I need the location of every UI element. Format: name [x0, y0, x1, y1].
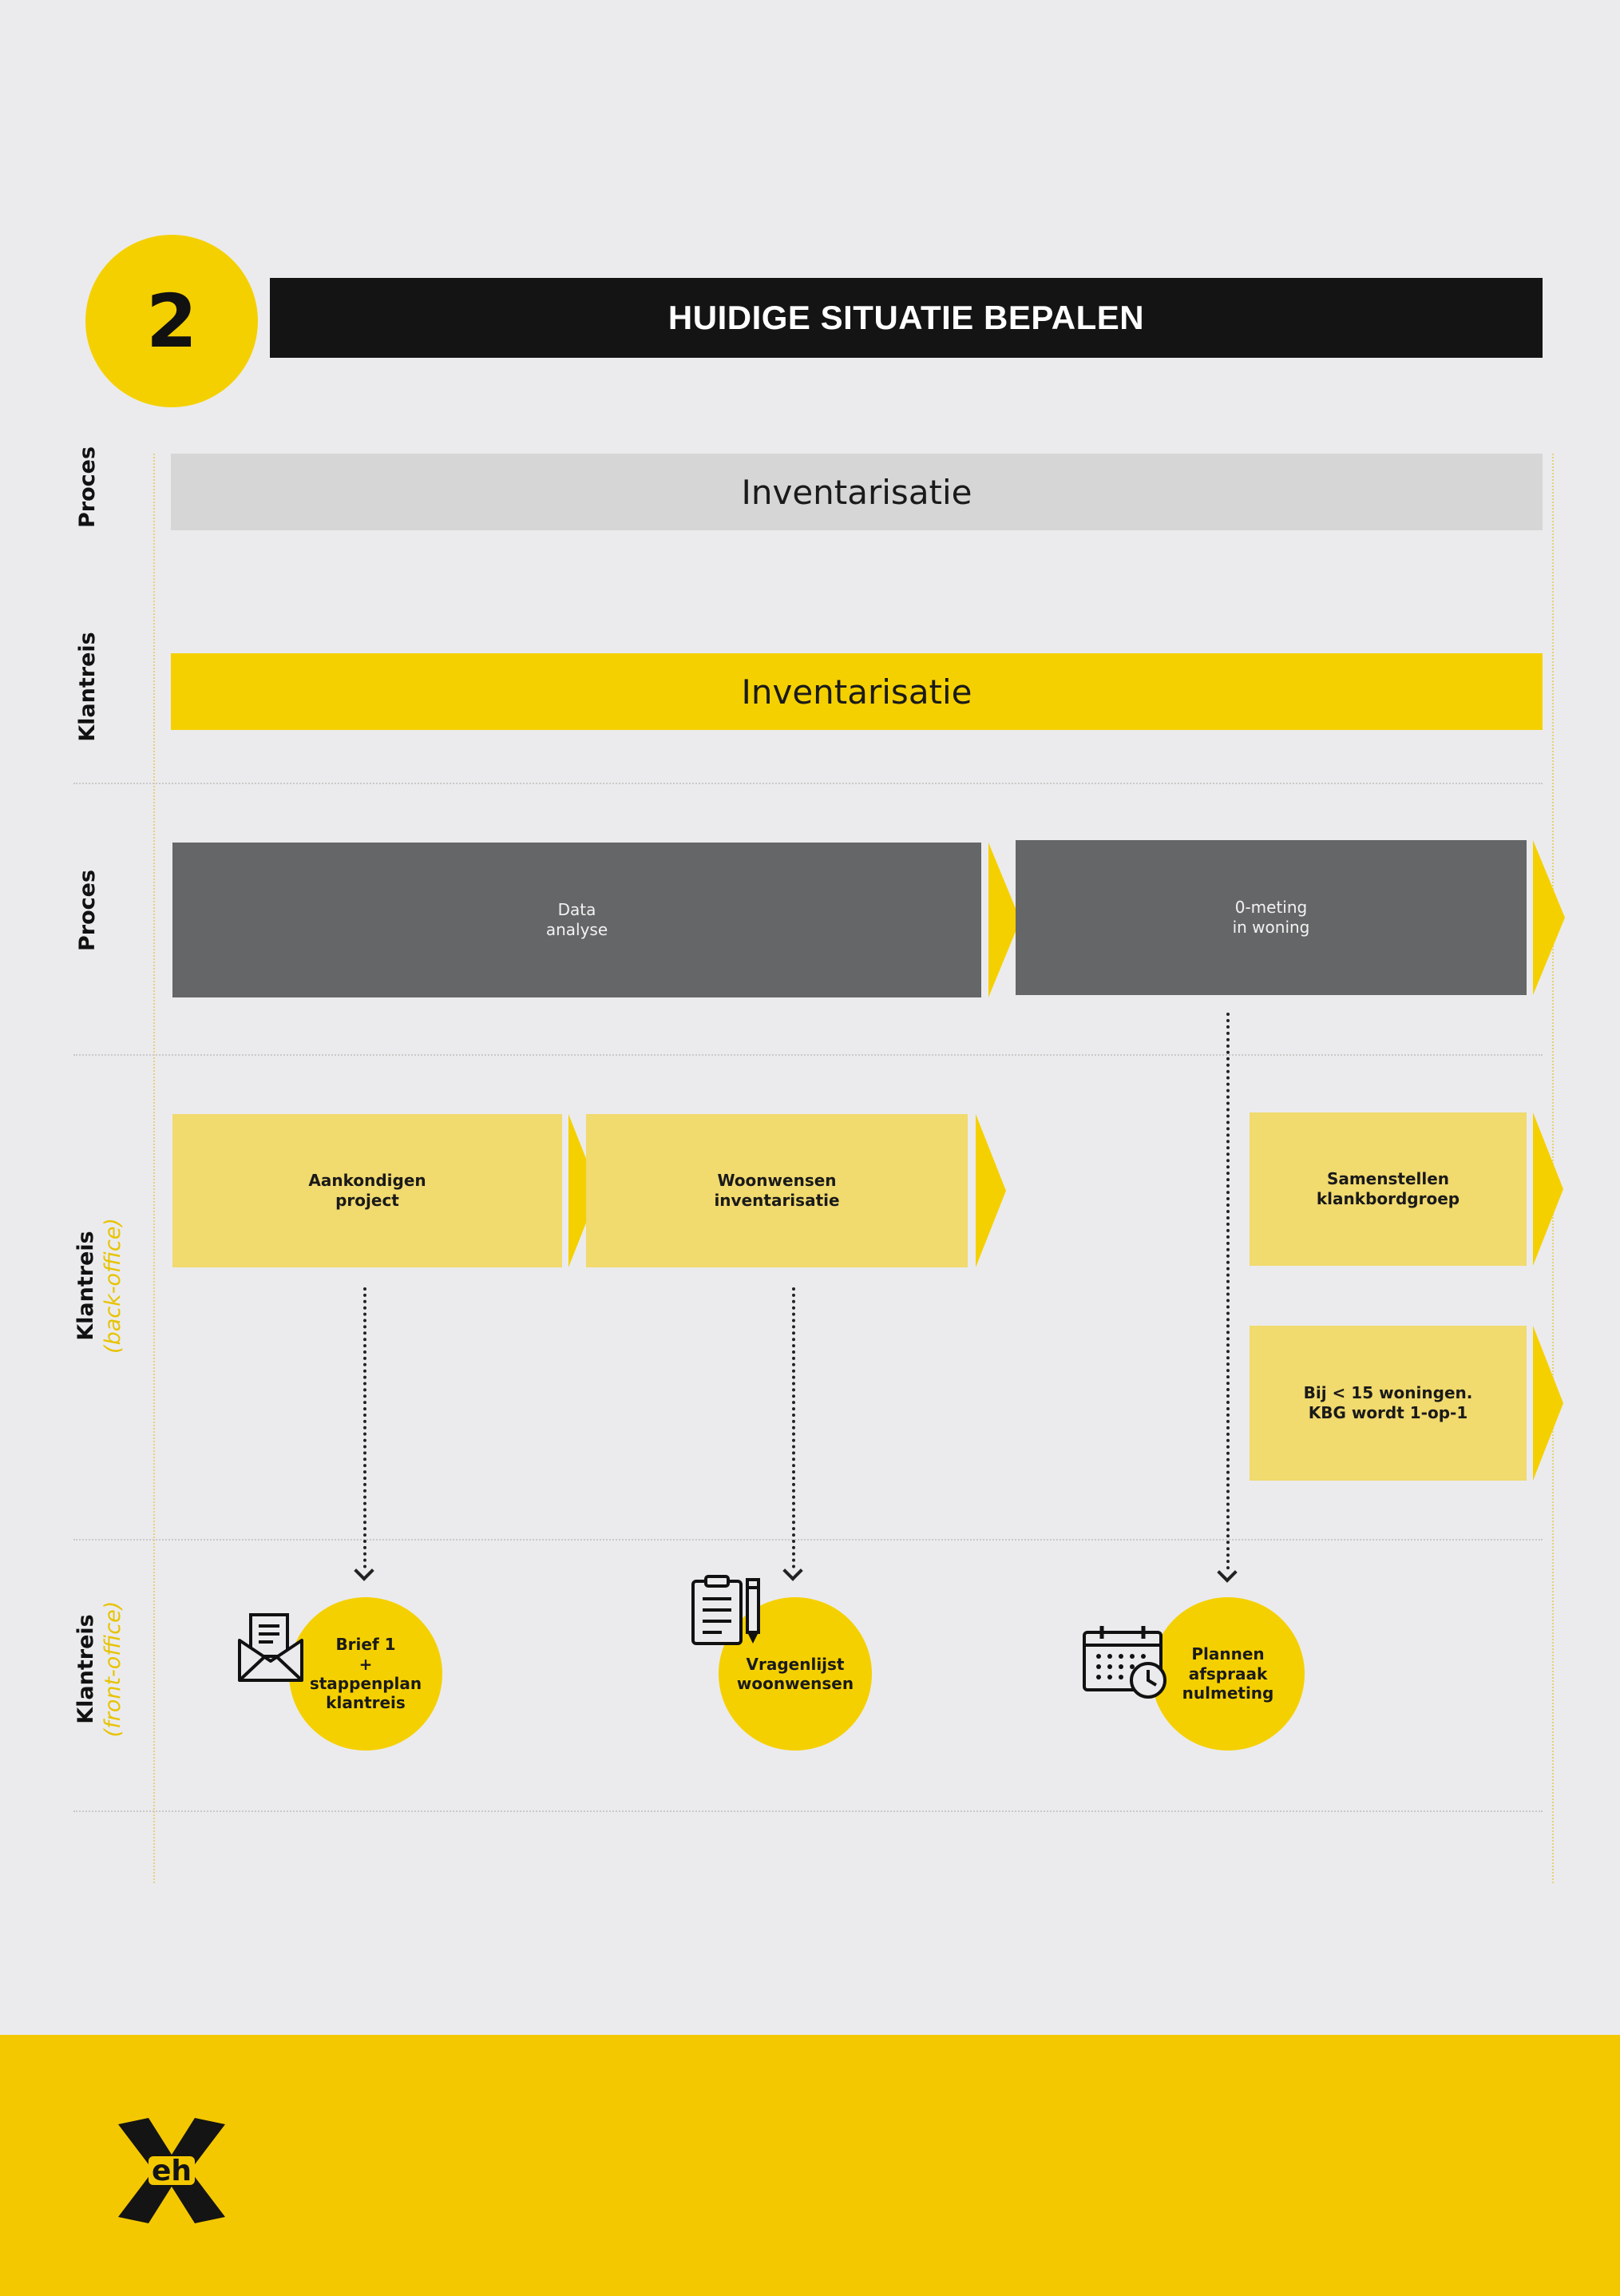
lane-separator — [73, 1539, 1543, 1541]
process-block-0-meting: 0-meting in woning — [1016, 840, 1527, 995]
lane-label-text: Proces — [75, 869, 101, 952]
envelope-letter-icon — [236, 1610, 305, 1683]
chevron-arrow — [1533, 840, 1565, 995]
step-number-badge: 2 — [85, 235, 258, 407]
calendar-clock-icon — [1081, 1624, 1170, 1701]
backoffice-block-samenstellen: Samenstellen klankbordgroep — [1250, 1112, 1527, 1266]
lane-label-text: Proces — [75, 446, 101, 529]
touchpoint-brief: Brief 1 + stappenplan klantreis — [289, 1597, 442, 1751]
chevron-arrow — [976, 1114, 1006, 1267]
x-logo-icon: eh — [112, 2115, 232, 2230]
chevron-arrow — [1533, 1326, 1563, 1481]
lane-label-proces-2: Proces — [64, 855, 112, 966]
lane-separator — [73, 783, 1543, 784]
connector-dotted-line — [792, 1287, 795, 1568]
lane-label-text: Klantreis — [73, 1614, 99, 1724]
lane-label-klantreis-backoffice: Klantreis (back-office) — [64, 1198, 136, 1374]
touchpoint-plannen: Plannen afspraak nulmeting — [1151, 1597, 1305, 1751]
phase-bar-klantreis: Inventarisatie — [171, 653, 1543, 730]
lane-divider-vertical — [153, 454, 155, 1883]
backoffice-block-kbg: Bij < 15 woningen. KBG wordt 1-op-1 — [1250, 1326, 1527, 1481]
lane-label-klantreis-frontoffice: Klantreis (front-office) — [64, 1585, 136, 1753]
lane-label-subtext: (back-office) — [101, 1218, 125, 1354]
chevron-arrow — [1533, 1112, 1563, 1266]
lane-label-text: Klantreis — [75, 632, 101, 742]
clipboard-pencil-icon — [690, 1573, 766, 1647]
logo-text: eh — [152, 2155, 192, 2187]
backoffice-block-woonwensen: Woonwensen inventarisatie — [586, 1114, 968, 1267]
lane-label-subtext: (front-office) — [101, 1600, 125, 1738]
connector-dotted-line — [1226, 1013, 1230, 1570]
lane-label-klantreis-1: Klantreis — [64, 623, 112, 751]
phase-bar-proces: Inventarisatie — [171, 454, 1543, 530]
lane-label-proces-1: Proces — [64, 431, 112, 543]
touchpoint-vragenlijst: Vragenlijst woonwensen — [719, 1597, 872, 1751]
connector-arrowhead-icon — [1217, 1562, 1238, 1583]
footer-band — [0, 2035, 1620, 2296]
lane-label-text: Klantreis — [73, 1231, 99, 1341]
process-block-data-analyse: Data analyse — [172, 843, 981, 997]
backoffice-block-aankondigen: Aankondigen project — [172, 1114, 562, 1267]
connector-arrowhead-icon — [354, 1560, 374, 1581]
connector-dotted-line — [363, 1287, 366, 1568]
lane-separator — [73, 1810, 1543, 1812]
step-title: HUIDIGE SITUATIE BEPALEN — [270, 278, 1543, 358]
lane-separator — [73, 1054, 1543, 1056]
connector-arrowhead-icon — [782, 1560, 803, 1581]
chevron-arrow — [988, 843, 1020, 997]
